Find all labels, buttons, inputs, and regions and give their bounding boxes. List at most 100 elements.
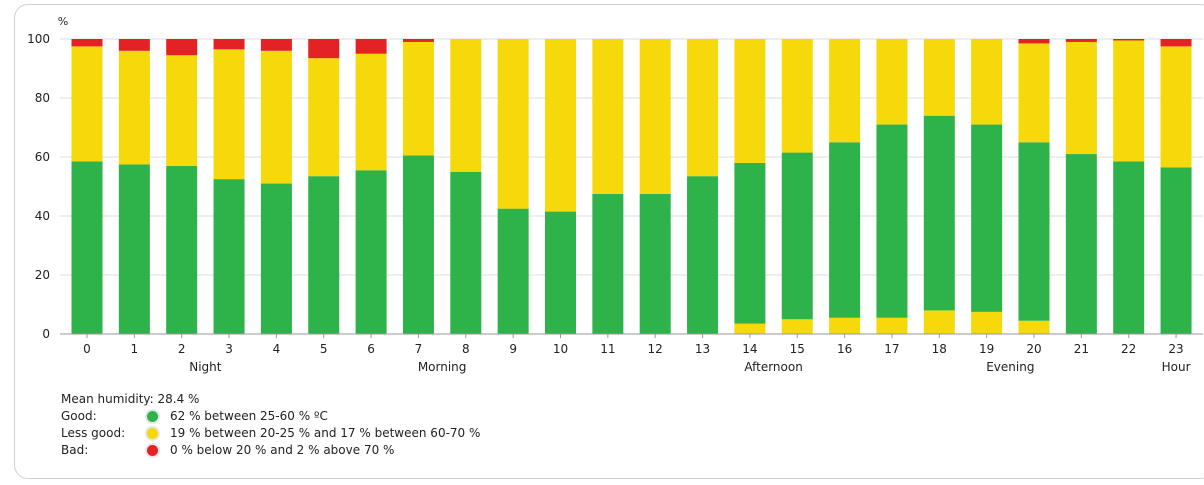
x-tick-label: 18 — [932, 342, 947, 356]
bar-segment-yellow_high — [829, 39, 861, 143]
bar-segment-green — [166, 165, 198, 334]
y-tick-label: 80 — [35, 91, 50, 105]
y-tick-label: 0 — [42, 327, 50, 341]
bar-segment-green — [71, 161, 103, 334]
period-label: Evening — [986, 360, 1034, 374]
bar-segment-green — [497, 208, 529, 334]
x-tick-label: 11 — [600, 342, 615, 356]
bad-dot-icon — [147, 445, 158, 456]
x-tick-label: 0 — [83, 342, 91, 356]
bar-segment-red — [1113, 39, 1145, 41]
y-tick-label: 40 — [35, 209, 50, 223]
bar-segment-yellow_high — [781, 39, 813, 153]
bar-segment-green — [1160, 167, 1192, 334]
bar-segment-yellow_high — [639, 39, 671, 194]
bar-segment-red — [166, 39, 198, 56]
bar-segment-red — [213, 39, 245, 50]
legend-good-text: 62 % between 25-60 % ºC — [170, 409, 328, 423]
bar-segment-yellow_high — [450, 39, 482, 172]
x-tick-label: 6 — [367, 342, 375, 356]
bar-segment-yellow_high — [355, 53, 387, 171]
x-tick-label: 13 — [695, 342, 710, 356]
legend-good-label: Good: — [61, 409, 97, 423]
bar-segment-green — [829, 142, 861, 318]
bar-segment-green — [260, 183, 292, 334]
x-tick-label: 19 — [979, 342, 994, 356]
bar-segment-yellow_high — [1160, 46, 1192, 168]
bar-segment-red — [1018, 39, 1050, 44]
less-good-dot-icon — [147, 428, 158, 439]
bar-segment-yellow_high — [213, 49, 245, 180]
bar-segment-red — [1160, 39, 1192, 47]
bar-segment-green — [1018, 142, 1050, 321]
bar-segment-yellow_low — [876, 317, 908, 334]
bar-segment-green — [639, 193, 671, 334]
bar-segment-green — [450, 171, 482, 334]
bar-segment-yellow_high — [1113, 40, 1145, 162]
x-tick-label: 1 — [131, 342, 139, 356]
bar-segment-yellow_high — [971, 39, 1003, 125]
x-tick-label: 21 — [1074, 342, 1089, 356]
bar-segment-yellow_high — [497, 39, 529, 209]
bar-segment-yellow_low — [829, 317, 861, 334]
period-label: Night — [189, 360, 222, 374]
x-axis-end-label: Hour — [1162, 360, 1191, 374]
bar-segment-green — [876, 124, 908, 318]
bar-segment-green — [1065, 154, 1097, 334]
x-tick-label: 16 — [837, 342, 852, 356]
x-tick-label: 17 — [884, 342, 899, 356]
legend-good: Good: 62 % between 25-60 % ºC — [61, 408, 480, 425]
bar-segment-green — [734, 162, 766, 324]
period-label: Afternoon — [744, 360, 803, 374]
bar-segment-green — [971, 124, 1003, 312]
legend-less-good-label: Less good: — [61, 426, 126, 440]
bar-segment-yellow_high — [734, 39, 766, 163]
bar-segment-yellow_low — [734, 323, 766, 334]
bar-segment-yellow_high — [260, 50, 292, 184]
bar-segment-green — [592, 193, 624, 334]
bar-segment-green — [308, 176, 340, 334]
bar-segment-green — [118, 164, 150, 334]
bar-segment-green — [1113, 161, 1145, 334]
y-tick-label: 60 — [35, 150, 50, 164]
x-tick-label: 8 — [462, 342, 470, 356]
bar-segment-green — [545, 211, 576, 334]
x-tick-label: 7 — [415, 342, 423, 356]
x-tick-label: 3 — [225, 342, 233, 356]
y-axis-unit-label: % — [58, 15, 68, 28]
legend-bad: Bad: 0 % below 20 % and 2 % above 70 % — [61, 442, 480, 459]
bar-segment-red — [1065, 39, 1097, 42]
legend-less-good-text: 19 % between 20-25 % and 17 % between 60… — [170, 426, 481, 440]
bar-segment-yellow_high — [592, 39, 624, 194]
y-tick-label: 100 — [27, 32, 50, 46]
chart-panel: 0 20 40 60 80 100% 0 1 2 3 4 5 6 7 8 9 10 11 12 13 14 15 16 17 1… — [14, 4, 1204, 479]
bar-segment-green — [402, 155, 434, 334]
bar-segment-yellow_high — [402, 41, 434, 156]
legend: Mean humidity: 28.4 % Good: 62 % between… — [61, 391, 480, 459]
x-tick-label: 10 — [553, 342, 568, 356]
bar-segment-yellow_low — [1018, 320, 1050, 334]
bar-segment-green — [687, 176, 719, 334]
bar-segment-red — [355, 39, 387, 54]
bar-segment-yellow_high — [687, 39, 719, 177]
x-tick-label: 22 — [1121, 342, 1136, 356]
bar-segment-red — [71, 39, 103, 47]
period-label: Morning — [418, 360, 467, 374]
bar-segment-green — [355, 170, 387, 334]
bar-segment-yellow_high — [1018, 43, 1050, 143]
legend-bad-text: 0 % below 20 % and 2 % above 70 % — [170, 443, 395, 457]
bar-segment-yellow_high — [308, 58, 340, 177]
x-tick-label: 4 — [273, 342, 281, 356]
y-tick-label: 20 — [35, 268, 50, 282]
bar-segment-yellow_high — [166, 55, 198, 166]
bar-segment-yellow_high — [923, 39, 955, 116]
legend-less-good: Less good: 19 % between 20-25 % and 17 %… — [61, 425, 480, 442]
mean-humidity-text: Mean humidity: 28.4 % — [61, 392, 200, 406]
bar-segment-yellow_high — [1065, 41, 1097, 155]
x-tick-label: 2 — [178, 342, 186, 356]
legend-bad-label: Bad: — [61, 443, 89, 457]
bar-segment-yellow_low — [781, 319, 813, 334]
bar-segment-red — [118, 39, 150, 51]
x-tick-label: 12 — [648, 342, 663, 356]
